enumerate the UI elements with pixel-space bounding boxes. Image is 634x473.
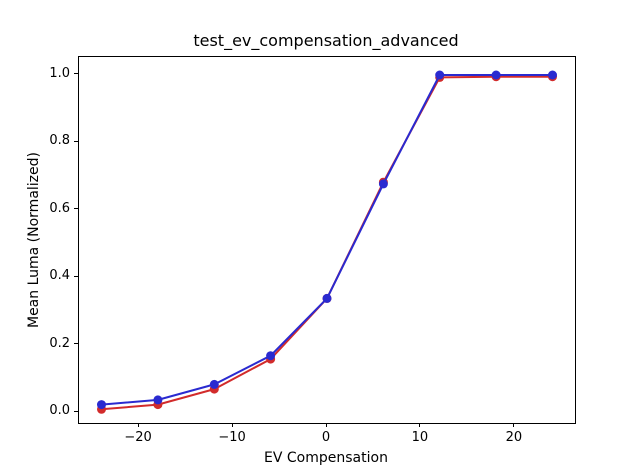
- x-tick-label: −20: [124, 430, 152, 445]
- x-tick-mark: [513, 423, 515, 427]
- y-tick-label: 0.8: [49, 133, 70, 149]
- blue-marker: [435, 70, 445, 80]
- blue-marker: [322, 293, 332, 303]
- x-tick-label: 10: [411, 430, 429, 445]
- y-tick-mark: [74, 140, 78, 142]
- y-tick-label: 0.2: [49, 335, 70, 351]
- y-tick-mark: [74, 73, 78, 75]
- blue-marker: [97, 400, 106, 410]
- blue-marker: [153, 395, 163, 405]
- y-tick-mark: [74, 343, 78, 345]
- y-tick-label: 0.4: [49, 268, 70, 284]
- blue-series: [97, 70, 557, 410]
- y-tick-mark: [74, 410, 78, 412]
- x-tick-mark: [325, 423, 327, 427]
- x-tick-label: 20: [505, 430, 523, 445]
- blue-marker: [378, 179, 388, 189]
- blue-marker: [266, 351, 276, 361]
- blue-marker: [209, 379, 219, 389]
- x-tick-mark: [231, 423, 233, 427]
- plot-area: [78, 56, 576, 424]
- x-tick-mark: [419, 423, 421, 427]
- x-axis-label: EV Compensation: [264, 450, 388, 466]
- x-tick-label: 0: [321, 430, 331, 445]
- chart-title: test_ev_compensation_advanced: [193, 31, 459, 50]
- blue-marker: [491, 70, 501, 80]
- y-tick-mark: [74, 275, 78, 277]
- y-tick-mark: [74, 208, 78, 210]
- blue-marker: [548, 70, 557, 80]
- blue-line: [101, 74, 553, 406]
- red-series: [97, 72, 557, 414]
- y-tick-label: 1.0: [49, 65, 70, 81]
- plot-canvas: [97, 70, 557, 414]
- y-tick-label: 0.6: [49, 200, 70, 216]
- x-tick-mark: [137, 423, 139, 427]
- x-tick-label: −10: [218, 430, 246, 445]
- y-tick-label: 0.0: [49, 403, 70, 418]
- red-line: [101, 75, 553, 411]
